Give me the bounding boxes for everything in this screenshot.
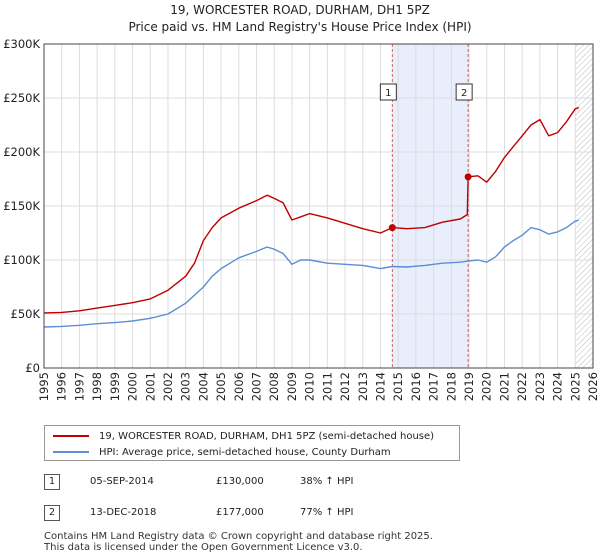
sale-point — [388, 224, 396, 232]
sale-label-text: 1 — [385, 88, 391, 99]
x-tick-label: 1998 — [90, 372, 104, 401]
legend-item-hpi: HPI: Average price, semi-detached house,… — [53, 444, 391, 460]
sale-label-box — [379, 83, 397, 101]
x-tick-label: 2000 — [126, 372, 140, 401]
x-tick-label: 2007 — [250, 372, 264, 401]
x-tick-label: 2016 — [409, 372, 423, 401]
x-tick-label: 2004 — [196, 372, 210, 401]
series-line-property — [43, 107, 580, 314]
legend: 19, WORCESTER ROAD, DURHAM, DH1 5PZ (sem… — [44, 425, 460, 461]
x-tick-label: 2012 — [338, 372, 352, 401]
x-tick-label: 2018 — [444, 372, 458, 401]
x-tick-label: 2010 — [303, 372, 317, 401]
legend-label-property: 19, WORCESTER ROAD, DURHAM, DH1 5PZ (sem… — [99, 430, 435, 442]
plot-frame — [43, 43, 594, 369]
transaction-date: 13-DEC-2018 — [90, 507, 157, 518]
legend-label-hpi: HPI: Average price, semi-detached house,… — [99, 446, 391, 458]
transaction-change: 77% ↑ HPI — [300, 507, 354, 518]
series-line-hpi — [43, 219, 580, 328]
x-tick-label: 2001 — [143, 372, 157, 401]
x-tick-label: 2023 — [533, 372, 547, 401]
y-tick-label: £0 — [25, 361, 40, 375]
chart-subtitle: Price paid vs. HM Land Registry's House … — [128, 20, 471, 34]
x-tick-label: 2013 — [356, 372, 370, 401]
x-tick-label: 2025 — [568, 372, 582, 401]
x-tick-label: 2015 — [391, 372, 405, 401]
x-tick-label: 2019 — [462, 372, 476, 401]
x-tick-label: 2026 — [586, 372, 600, 401]
x-tick-label: 2014 — [373, 372, 387, 401]
x-tick-label: 2009 — [285, 372, 299, 401]
transaction-price: £177,000 — [216, 507, 264, 518]
x-tick-label: 2017 — [427, 372, 441, 401]
x-tick-label: 2003 — [179, 372, 193, 401]
price-chart: 19, WORCESTER ROAD, DURHAM, DH1 5PZ Pric… — [3, 3, 600, 401]
footer-line-2: This data is licensed under the Open Gov… — [44, 542, 363, 553]
x-tick-label: 2021 — [497, 372, 511, 401]
sale-label-text: 2 — [461, 88, 467, 99]
x-tick-label: 2024 — [551, 372, 565, 401]
x-tick-label: 2020 — [480, 372, 494, 401]
legend-swatch-hpi — [53, 451, 89, 453]
sale-point — [464, 173, 472, 181]
x-tick-label: 1999 — [108, 372, 122, 401]
x-tick-label: 1997 — [72, 372, 86, 401]
transaction-number: 1 — [44, 474, 60, 490]
y-tick-label: £100K — [3, 253, 40, 267]
transaction-price: £130,000 — [216, 476, 264, 487]
transaction-change: 38% ↑ HPI — [300, 476, 354, 487]
x-tick-label: 2002 — [161, 372, 175, 401]
x-tick-label: 2006 — [232, 372, 246, 401]
chart-title: 19, WORCESTER ROAD, DURHAM, DH1 5PZ — [170, 3, 430, 17]
legend-item-property: 19, WORCESTER ROAD, DURHAM, DH1 5PZ (sem… — [53, 428, 434, 444]
y-tick-label: £150K — [3, 199, 40, 213]
footer-attribution: Contains HM Land Registry data © Crown c… — [44, 531, 433, 553]
y-tick-label: £50K — [11, 307, 41, 321]
x-tick-label: 2005 — [214, 372, 228, 401]
x-tick-label: 2011 — [320, 372, 334, 401]
x-tick-label: 2008 — [267, 372, 281, 401]
x-tick-label: 2022 — [515, 372, 529, 401]
footer-line-1: Contains HM Land Registry data © Crown c… — [44, 531, 433, 542]
transaction-number: 2 — [44, 505, 60, 521]
y-tick-label: £250K — [3, 91, 40, 105]
x-tick-label: 1995 — [37, 372, 51, 401]
legend-swatch-property — [53, 435, 89, 437]
y-tick-label: £200K — [3, 145, 40, 159]
x-tick-label: 1996 — [55, 372, 69, 401]
sale-label-box — [455, 83, 473, 101]
transaction-date: 05-SEP-2014 — [90, 476, 154, 487]
y-tick-label: £300K — [3, 37, 40, 51]
